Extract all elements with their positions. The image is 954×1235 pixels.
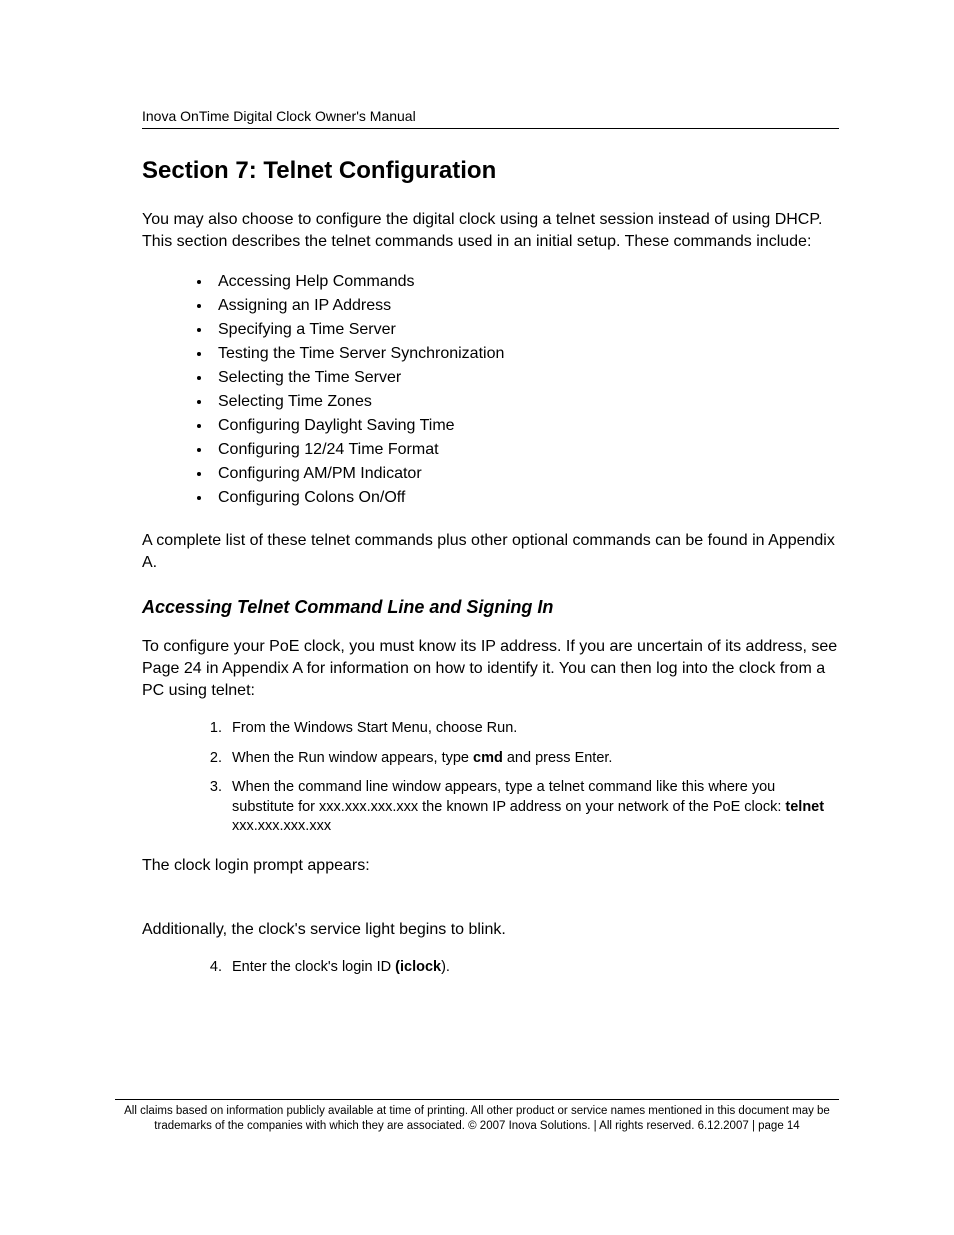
- after-bullets-text: A complete list of these telnet commands…: [142, 530, 839, 573]
- running-head: Inova OnTime Digital Clock Owner's Manua…: [142, 108, 839, 129]
- page-footer: All claims based on information publicly…: [115, 1099, 839, 1135]
- subsection-heading: Accessing Telnet Command Line and Signin…: [142, 597, 839, 618]
- step-post: and press Enter.: [503, 750, 613, 766]
- step-post: ).: [441, 959, 450, 975]
- list-item: Specifying a Time Server: [212, 318, 839, 342]
- list-item: Configuring 12/24 Time Format: [212, 438, 839, 462]
- list-item: Assigning an IP Address: [212, 294, 839, 318]
- step-post: xxx.xxx.xxx.xxx: [232, 818, 331, 834]
- step-text: When the Run window appears, type: [232, 750, 473, 766]
- step-item: When the command line window appears, ty…: [226, 778, 839, 837]
- service-light-text: Additionally, the clock's service light …: [142, 919, 839, 941]
- list-item: Accessing Help Commands: [212, 270, 839, 294]
- document-page: Inova OnTime Digital Clock Owner's Manua…: [0, 0, 954, 1235]
- section-intro: You may also choose to configure the dig…: [142, 209, 839, 252]
- list-item: Selecting the Time Server: [212, 366, 839, 390]
- list-item: Configuring Colons On/Off: [212, 486, 839, 510]
- step-text: Enter the clock's login ID: [232, 959, 395, 975]
- list-item: Configuring AM/PM Indicator: [212, 462, 839, 486]
- steps-list: From the Windows Start Menu, choose Run.…: [226, 719, 839, 837]
- list-item: Testing the Time Server Synchronization: [212, 342, 839, 366]
- step-text: When the command line window appears, ty…: [232, 779, 785, 815]
- step-bold: telnet: [785, 799, 824, 815]
- list-item: Configuring Daylight Saving Time: [212, 414, 839, 438]
- list-item: Selecting Time Zones: [212, 390, 839, 414]
- step-bold: (iclock: [395, 959, 441, 975]
- section-title: Section 7: Telnet Configuration: [142, 157, 839, 185]
- step-item: When the Run window appears, type cmd an…: [226, 749, 839, 769]
- footer-line-1: All claims based on information publicly…: [124, 1105, 830, 1117]
- steps-list-continued: Enter the clock's login ID (iclock).: [226, 958, 839, 978]
- footer-line-2: trademarks of the companies with which t…: [154, 1120, 799, 1132]
- subsection-intro: To configure your PoE clock, you must kn…: [142, 636, 839, 701]
- login-prompt-text: The clock login prompt appears:: [142, 855, 839, 877]
- step-text: From the Windows Start Menu, choose Run.: [232, 720, 517, 736]
- step-item: From the Windows Start Menu, choose Run.: [226, 719, 839, 739]
- command-bullet-list: Accessing Help Commands Assigning an IP …: [212, 270, 839, 510]
- step-item: Enter the clock's login ID (iclock).: [226, 958, 839, 978]
- step-bold: cmd: [473, 750, 503, 766]
